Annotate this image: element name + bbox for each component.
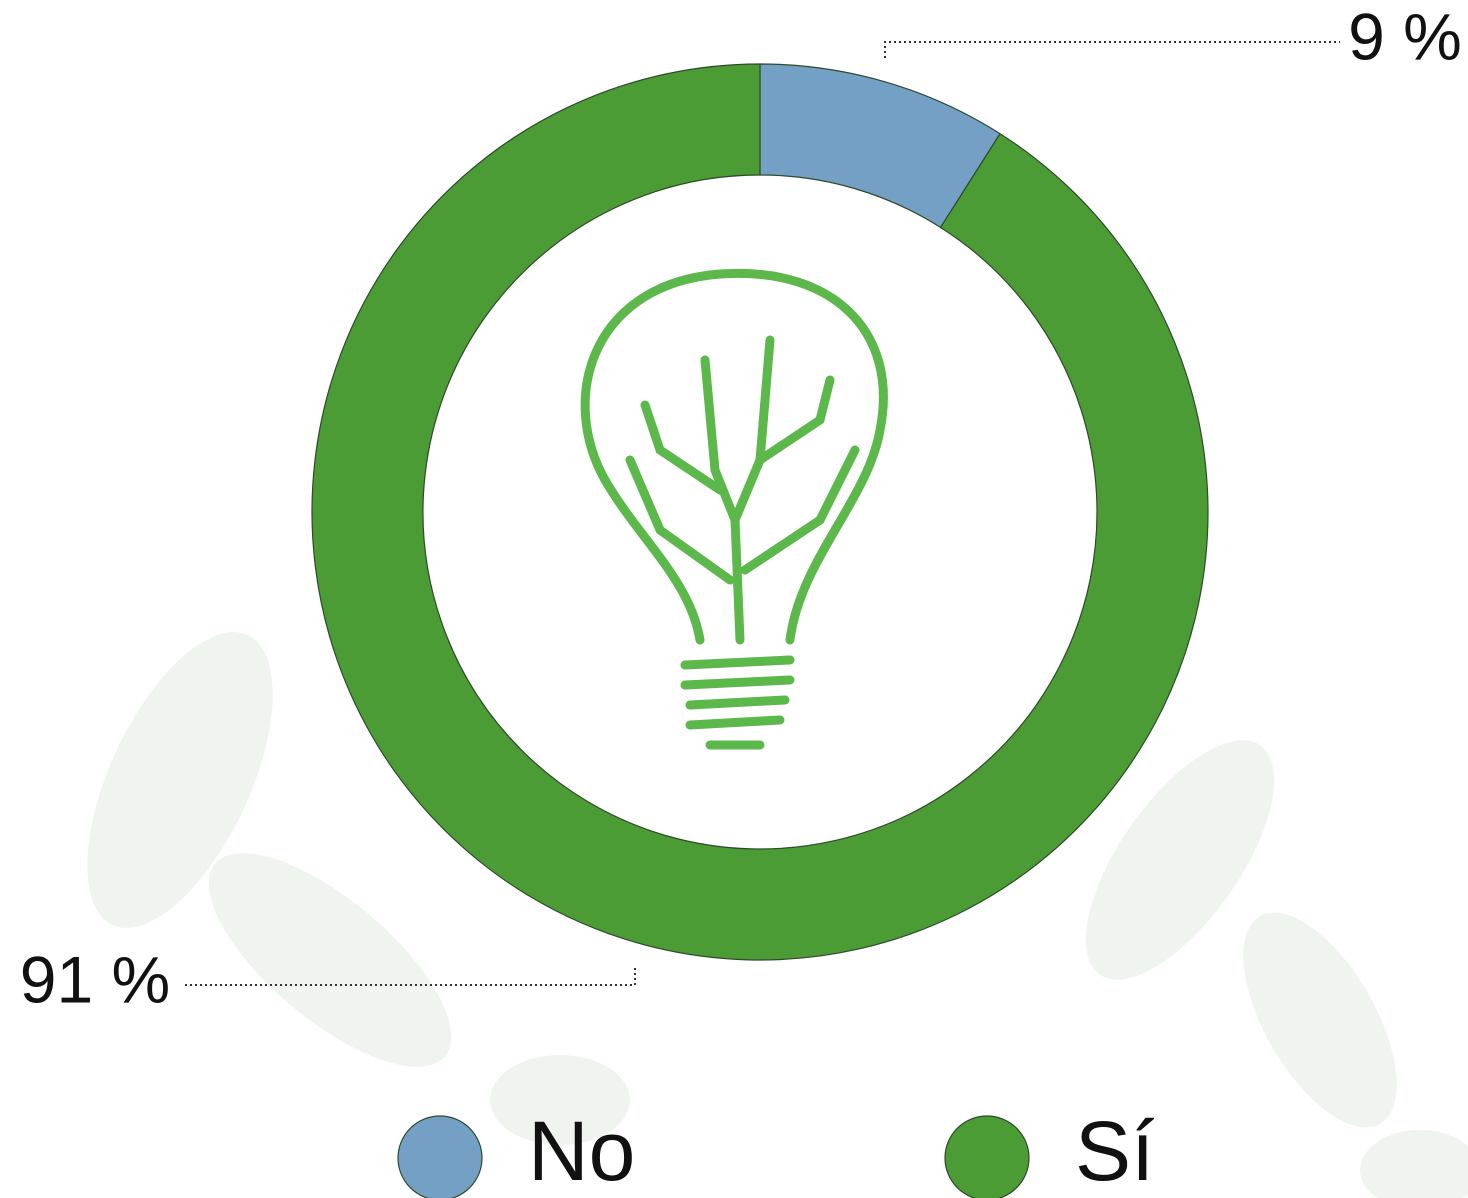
- legend-swatch: [397, 1115, 483, 1198]
- donut: [311, 63, 1209, 961]
- donut-segment: [311, 63, 1209, 961]
- background-leaves: [87, 632, 1468, 1198]
- legend-label: No: [528, 1104, 635, 1198]
- value-label: 91 %: [20, 942, 170, 1016]
- value-label: 9 %: [1348, 0, 1462, 73]
- legend-swatch: [944, 1115, 1030, 1198]
- leader-lines: [185, 41, 1340, 986]
- legend-label: Sí: [1075, 1104, 1154, 1198]
- lightbulb-icon: [580, 269, 888, 750]
